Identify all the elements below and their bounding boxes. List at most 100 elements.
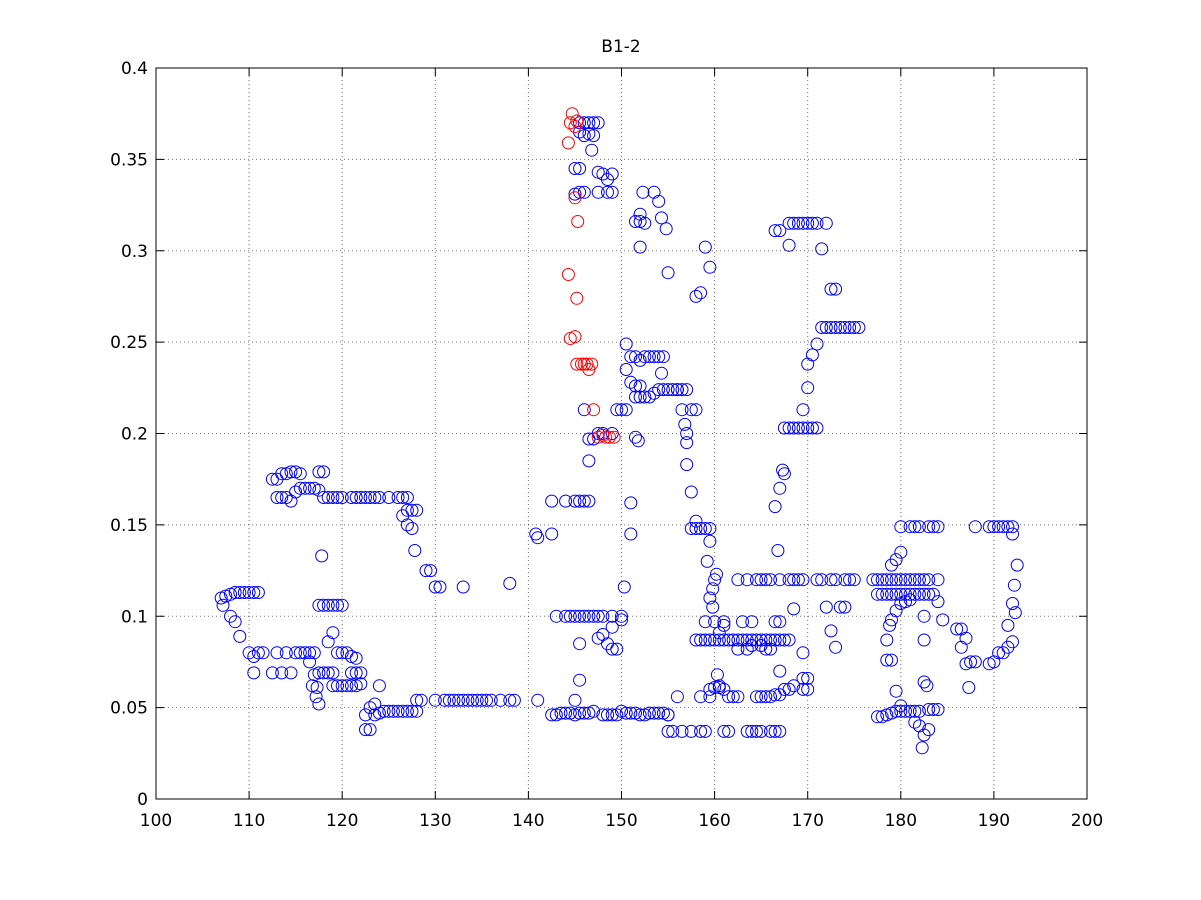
data-point-blue [615, 403, 628, 417]
data-point-blue [442, 693, 456, 707]
data-point-blue [242, 646, 256, 660]
data-point-blue [922, 587, 936, 601]
data-point-blue [582, 609, 596, 623]
data-point-blue [680, 383, 694, 397]
data-point-blue [284, 465, 298, 479]
data-point-blue [968, 655, 982, 669]
data-point-blue [885, 653, 898, 667]
data-point-blue [573, 706, 587, 720]
data-point-blue [684, 724, 698, 738]
data-point-blue [591, 116, 605, 130]
data-point-blue [531, 693, 545, 707]
data-point-blue [689, 514, 703, 528]
y-tick-label: 0.05 [110, 699, 148, 719]
data-point-blue [386, 704, 400, 718]
data-point-blue [703, 690, 717, 704]
data-point-blue [768, 724, 782, 738]
data-point-blue [829, 321, 843, 334]
data-point-blue [568, 162, 582, 175]
data-point-blue [284, 666, 298, 680]
data-point-red [607, 430, 621, 444]
data-point-blue [777, 421, 791, 435]
data-point-red [571, 215, 585, 228]
data-point-blue [917, 675, 931, 689]
data-point-blue [796, 216, 810, 230]
data-point-blue [908, 573, 922, 587]
data-point-blue [768, 615, 782, 629]
data-point-blue [782, 682, 796, 696]
data-point-blue [456, 693, 470, 707]
data-point-blue [829, 282, 843, 296]
data-point-blue [377, 704, 391, 718]
data-point-blue [624, 706, 638, 720]
data-point-blue [345, 679, 358, 693]
data-point-blue [228, 586, 242, 599]
plot-area-frame [155, 67, 1088, 800]
data-point-blue [787, 216, 801, 230]
data-point-blue [633, 353, 647, 367]
data-point-blue [852, 321, 866, 334]
data-point-blue [843, 573, 857, 587]
x-tick-label: 110 [233, 811, 265, 831]
data-point-blue [312, 483, 326, 497]
data-point-blue [577, 706, 591, 720]
data-point-blue [408, 544, 422, 557]
data-point-blue [917, 587, 931, 601]
data-point-blue [819, 216, 833, 230]
data-point-red [599, 430, 613, 444]
data-point-blue [317, 666, 331, 680]
data-point-blue [740, 573, 754, 587]
data-point-blue [903, 520, 917, 534]
data-point-blue [605, 620, 619, 634]
data-point-blue [773, 573, 787, 587]
data-point-blue [815, 573, 829, 587]
data-point-blue [680, 427, 694, 440]
data-point-blue [773, 615, 787, 629]
data-point-blue [675, 403, 689, 417]
data-point-blue [908, 715, 922, 729]
data-point-blue [309, 690, 323, 704]
data-point-blue [805, 421, 819, 435]
data-point-blue [312, 598, 326, 612]
data-point-blue [875, 587, 889, 601]
data-point-blue [782, 633, 796, 647]
data-point-blue [926, 587, 940, 601]
data-point-blue [717, 615, 731, 629]
data-point-blue [503, 693, 517, 707]
data-point-blue [712, 633, 726, 647]
data-point-blue [349, 666, 363, 680]
data-point-blue [871, 587, 884, 601]
data-point-blue [796, 646, 810, 660]
data-point-blue [796, 573, 810, 587]
data-point-blue [396, 704, 410, 718]
data-point-blue [652, 350, 666, 364]
data-point-blue [736, 615, 749, 629]
data-point-blue [922, 703, 936, 716]
data-point-blue [880, 653, 894, 667]
data-point-blue [655, 366, 668, 380]
data-point-blue [321, 666, 335, 680]
data-point-blue [596, 628, 610, 641]
data-point-blue [1007, 578, 1021, 592]
data-point-blue [610, 708, 624, 722]
data-point-blue [694, 522, 708, 535]
data-point-blue [880, 633, 894, 647]
data-point-blue [703, 260, 717, 274]
data-point-blue [722, 724, 736, 738]
data-point-blue [321, 491, 335, 504]
data-point-blue [656, 350, 670, 364]
data-point-blue [573, 494, 587, 508]
data-point-blue [216, 598, 230, 612]
data-point-blue [750, 573, 763, 587]
data-point-blue [717, 682, 731, 696]
data-point-blue [652, 194, 666, 208]
data-point-blue [424, 564, 438, 578]
data-point-red [580, 357, 594, 371]
data-point-blue [805, 216, 819, 230]
data-point-blue [710, 567, 723, 581]
data-point-blue [335, 679, 349, 693]
data-point-blue [829, 573, 843, 587]
data-point-blue [345, 666, 358, 680]
data-point-blue [568, 609, 582, 623]
data-point-blue [740, 724, 754, 738]
